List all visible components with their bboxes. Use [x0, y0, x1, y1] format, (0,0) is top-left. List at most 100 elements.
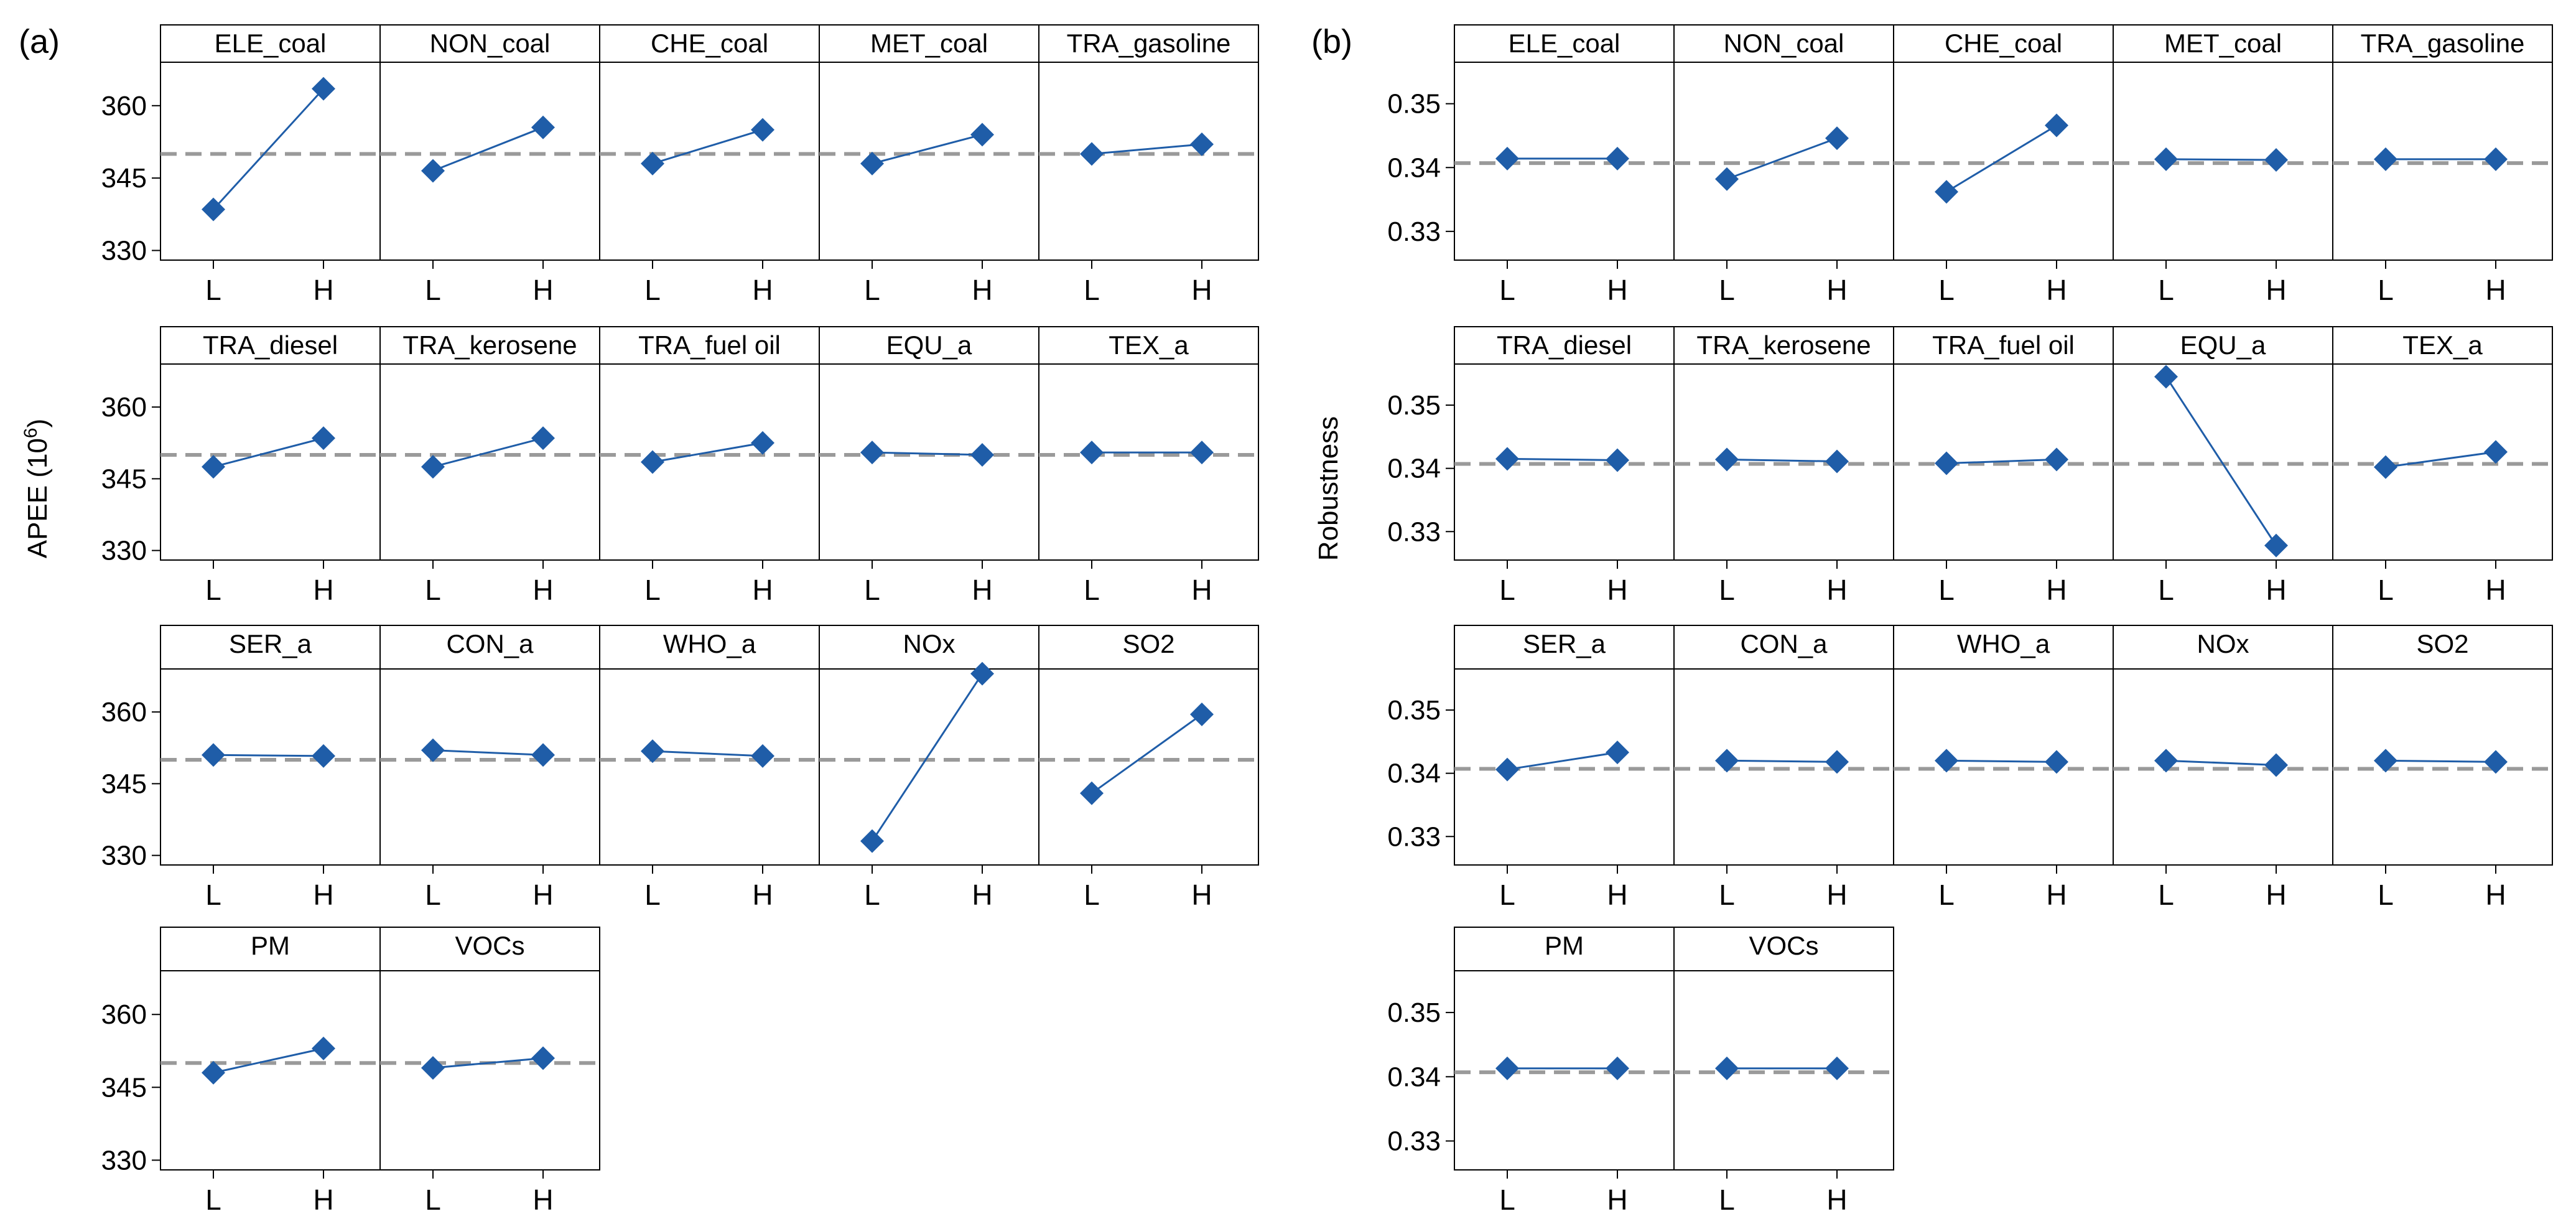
- data-point-low: [1935, 180, 1958, 204]
- x-tick-label: L: [1499, 274, 1515, 306]
- data-point-low: [1935, 451, 1958, 475]
- x-tick-label: L: [1719, 574, 1735, 606]
- data-point-low: [421, 455, 445, 479]
- data-point-high: [1190, 702, 1214, 726]
- facet-title: CHE_coal: [651, 29, 768, 58]
- x-tick-label: L: [1719, 879, 1735, 911]
- data-point-low: [1080, 781, 1104, 805]
- y-tick-label: 0.35: [1387, 998, 1441, 1028]
- y-tick-label: 360: [101, 91, 147, 121]
- facet-title: NOx: [2197, 629, 2249, 658]
- y-axis-label: APEE (106): [21, 419, 53, 559]
- panel-frame: [1454, 24, 2553, 261]
- y-tick-label: 0.34: [1387, 759, 1441, 789]
- data-point-high: [1825, 449, 1849, 474]
- data-point-low: [860, 829, 884, 853]
- data-point-low: [202, 197, 225, 222]
- data-point-low: [641, 151, 664, 175]
- facet-title: CHE_coal: [1945, 29, 2062, 58]
- x-tick-label: L: [205, 574, 221, 606]
- effect-line: [872, 133, 983, 165]
- facet-title: TRA_fuel oil: [1932, 330, 2075, 360]
- x-tick-label: H: [532, 1184, 553, 1216]
- x-tick-label: H: [2485, 879, 2506, 911]
- effect-line: [2385, 759, 2496, 763]
- facet-title: TEX_a: [2402, 330, 2483, 360]
- facet-title: CON_a: [1740, 629, 1828, 658]
- data-point-high: [970, 123, 994, 147]
- facet-title: SO2: [2416, 629, 2468, 658]
- x-tick-label: L: [1938, 574, 1955, 606]
- data-point-high: [751, 431, 774, 455]
- x-tick-label: H: [972, 879, 992, 911]
- facet-title: TRA_fuel oil: [638, 330, 781, 360]
- x-tick-label: H: [1826, 879, 1847, 911]
- x-tick-label: H: [2266, 574, 2286, 606]
- facet-title: SER_a: [1523, 629, 1606, 658]
- data-point-low: [2154, 147, 2178, 171]
- x-tick-label: H: [532, 879, 553, 911]
- effect-line: [432, 749, 544, 756]
- facet-title: NON_coal: [430, 29, 551, 58]
- y-tick-label: 360: [101, 999, 147, 1030]
- data-point-low: [1080, 441, 1104, 465]
- x-tick-label: H: [2046, 274, 2067, 306]
- data-point-high: [2484, 147, 2508, 171]
- effect-line: [1946, 124, 2057, 193]
- x-tick-label: L: [1938, 274, 1955, 306]
- effect-line: [1091, 713, 1202, 794]
- x-tick-label: H: [1607, 274, 1627, 306]
- y-tick-label: 330: [101, 536, 147, 566]
- x-tick-label: L: [864, 574, 880, 606]
- y-tick-label: 360: [101, 697, 147, 727]
- y-tick-label: 360: [101, 392, 147, 423]
- effect-line: [213, 437, 324, 468]
- y-tick-label: 0.34: [1387, 454, 1441, 484]
- data-point-low: [641, 450, 664, 474]
- facet-title: WHO_a: [1957, 629, 2050, 658]
- x-tick-label: L: [425, 1184, 441, 1216]
- data-point-high: [312, 77, 335, 101]
- facet-title: ELE_coal: [1509, 29, 1620, 58]
- data-point-high: [312, 1036, 335, 1060]
- facet-title: TRA_kerosene: [402, 330, 577, 360]
- y-tick-label: 0.35: [1387, 89, 1441, 119]
- data-point-high: [1190, 132, 1214, 156]
- data-point-low: [1715, 749, 1739, 773]
- effect-line: [1726, 137, 1838, 180]
- effect-line: [1946, 458, 2057, 465]
- data-point-high: [2264, 753, 2288, 777]
- x-tick-label: L: [205, 1184, 221, 1216]
- panel-frame: [1454, 326, 2553, 561]
- data-point-high: [1825, 1056, 1849, 1080]
- x-tick-label: H: [313, 1184, 333, 1216]
- data-point-high: [312, 744, 335, 768]
- y-tick-label: 330: [101, 235, 147, 266]
- x-tick-label: L: [1499, 1184, 1515, 1216]
- data-point-low: [2374, 455, 2397, 479]
- x-tick-label: L: [644, 274, 661, 306]
- x-tick-label: L: [2158, 274, 2174, 306]
- data-point-high: [970, 661, 994, 686]
- data-point-low: [421, 159, 445, 183]
- x-tick-label: L: [1938, 879, 1955, 911]
- facet-title: MET_coal: [870, 29, 988, 58]
- facet-title: NOx: [903, 629, 956, 658]
- data-point-high: [312, 426, 335, 451]
- y-tick-label: 0.34: [1387, 1062, 1441, 1092]
- x-tick-label: L: [2158, 879, 2174, 911]
- x-tick-label: H: [1191, 879, 1212, 911]
- x-tick-label: H: [2266, 274, 2286, 306]
- data-point-low: [202, 1060, 225, 1085]
- data-point-low: [1495, 146, 1519, 171]
- facet-title: SER_a: [229, 629, 312, 658]
- data-point-high: [1606, 448, 1629, 472]
- x-tick-label: H: [752, 879, 773, 911]
- y-tick-label: 345: [101, 1072, 147, 1103]
- data-point-low: [421, 1056, 445, 1080]
- x-tick-label: H: [752, 274, 773, 306]
- x-tick-label: H: [2046, 879, 2067, 911]
- facet-title: TRA_diesel: [203, 330, 338, 360]
- data-point-low: [1935, 749, 1958, 773]
